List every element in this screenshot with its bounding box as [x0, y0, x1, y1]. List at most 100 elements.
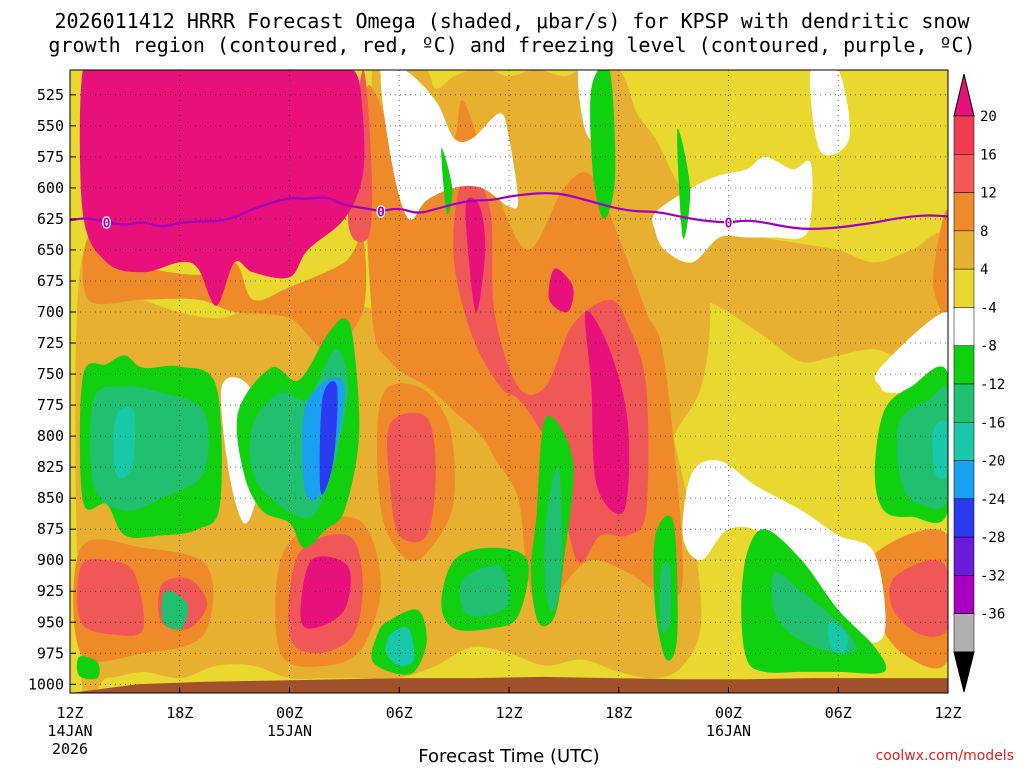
y-tick-label: 575 — [37, 148, 64, 166]
x-tick-label: 12Z — [56, 704, 83, 722]
y-tick-label: 850 — [37, 489, 64, 507]
y-tick-label: 925 — [37, 582, 64, 600]
omega-neg-region-16 — [659, 561, 672, 633]
freezing-level-line — [70, 192, 948, 231]
colorbar-segment — [953, 498, 975, 538]
colorbar-segment — [953, 192, 975, 232]
colorbar-segment — [953, 230, 975, 270]
x-tick-year: 2026 — [52, 740, 88, 758]
omega-neg-region-11 — [677, 128, 691, 239]
omega-neg-region-21 — [385, 627, 415, 667]
y-tick-label: 650 — [37, 241, 64, 259]
omega-shading — [73, 70, 948, 693]
y-tick-label: 700 — [37, 303, 64, 321]
colorbar: 20 16 12 8 4 -4 -8 -12 -16 -20 -24 -28 -32 -36 — [953, 73, 1005, 693]
colorbar-label: -4 — [980, 300, 997, 316]
colorbar-segment — [953, 268, 975, 308]
colorbar-segment — [953, 613, 975, 653]
chart-title-line-2: growth region (contoured, red, ºC) and f… — [48, 33, 975, 57]
freezing-level-contour: 0 0 0 — [70, 192, 948, 233]
omega-neg-region-15 — [459, 565, 510, 617]
omega-pos-region-9 — [933, 209, 948, 316]
omega-neutral-region-0 — [380, 70, 519, 221]
colorbar-label: -24 — [980, 492, 1005, 508]
omega-neg-region-22 — [827, 621, 849, 654]
x-tick-date: 14JAN — [47, 722, 92, 740]
omega-pos-region-20 — [585, 311, 630, 514]
colorbar-segment — [953, 422, 975, 461]
omega-neg-region-18 — [896, 385, 948, 510]
colorbar-label: 8 — [980, 224, 988, 240]
omega-neg-region-9 — [76, 656, 100, 680]
colorbar-label: -8 — [980, 339, 997, 355]
chart-title-line-1: 2026011412 HRRR Forecast Omega (shaded, … — [54, 9, 970, 33]
colorbar-segment — [953, 575, 975, 614]
colorbar-segment — [953, 383, 975, 423]
omega-neutral-region-2 — [809, 70, 850, 156]
y-tick-label: 725 — [37, 334, 64, 352]
x-tick-label: 00Z — [276, 704, 303, 722]
omega-neg-region-10 — [441, 147, 453, 214]
omega-neg-region-14 — [544, 466, 563, 612]
omega-pos-region-21 — [300, 556, 351, 629]
x-tick-date: 16JAN — [706, 722, 751, 740]
y-tick-label: 800 — [37, 427, 64, 445]
y-tick-label: 975 — [37, 644, 64, 662]
colorbar-bottom-arrow — [953, 651, 975, 693]
colorbar-segment — [953, 154, 975, 193]
y-tick-label: 750 — [37, 365, 64, 383]
colorbar-label: -28 — [980, 530, 1005, 546]
y-tick-label: 875 — [37, 520, 64, 538]
x-tick-label: 12Z — [495, 704, 522, 722]
colorbar-label: 4 — [980, 262, 988, 278]
colorbar-segment — [953, 536, 975, 576]
y-tick-label: 600 — [37, 179, 64, 197]
omega-neg-region-23 — [932, 420, 948, 480]
omega-pos-region-17 — [79, 70, 365, 306]
x-tick-label: 12Z — [934, 704, 961, 722]
colorbar-segment — [953, 460, 975, 500]
colorbar-label: -16 — [980, 415, 1005, 431]
colorbar-label: -20 — [980, 454, 1005, 470]
omega-pos-region-19 — [548, 268, 574, 313]
omega-neg-region-25 — [319, 381, 338, 495]
y-tick-label: 950 — [37, 613, 64, 631]
colorbar-label: -32 — [980, 568, 1005, 584]
x-tick-label: 06Z — [825, 704, 852, 722]
y-tick-label: 550 — [37, 117, 64, 135]
x-tick-date: 15JAN — [267, 722, 312, 740]
omega-pos-region-16 — [889, 559, 948, 637]
omega-neutral-region-3 — [652, 156, 813, 263]
y-tick-label: 775 — [37, 396, 64, 414]
y-tick-label: 825 — [37, 458, 64, 476]
colorbar-segment — [953, 115, 975, 155]
omega-neg-region-2 — [590, 70, 616, 219]
freezing-level-label: 0 — [103, 217, 111, 232]
omega-pos-region-1 — [687, 225, 948, 364]
y-tick-label: 900 — [37, 551, 64, 569]
colorbar-label: 16 — [980, 147, 997, 163]
y-axis: 525 550 575 600 625 650 675 700 725 750 775 800 825 8… — [28, 86, 76, 693]
x-tick-label: 18Z — [605, 704, 632, 722]
colorbar-top-arrow — [953, 73, 975, 117]
y-tick-label: 675 — [37, 272, 64, 290]
omega-pos-region-18 — [465, 197, 486, 313]
freezing-level-label: 0 — [725, 217, 733, 232]
omega-pos-region-8 — [82, 235, 367, 350]
colorbar-segment — [953, 345, 975, 385]
y-tick-label: 625 — [37, 210, 64, 228]
x-tick-label: 00Z — [715, 704, 742, 722]
colorbar-label: -36 — [980, 607, 1005, 623]
colorbar-segment — [953, 307, 975, 346]
omega-neg-region-19 — [161, 590, 188, 630]
colorbar-label: 20 — [980, 109, 997, 125]
credit-text: coolwx.com/models — [876, 748, 1014, 764]
omega-pos-region-12 — [77, 558, 144, 636]
x-tick-label: 18Z — [166, 704, 193, 722]
y-tick-label: 1000 — [28, 675, 64, 693]
colorbar-label: 12 — [980, 186, 997, 202]
y-tick-label: 525 — [37, 86, 64, 104]
freezing-level-label: 0 — [377, 205, 385, 220]
